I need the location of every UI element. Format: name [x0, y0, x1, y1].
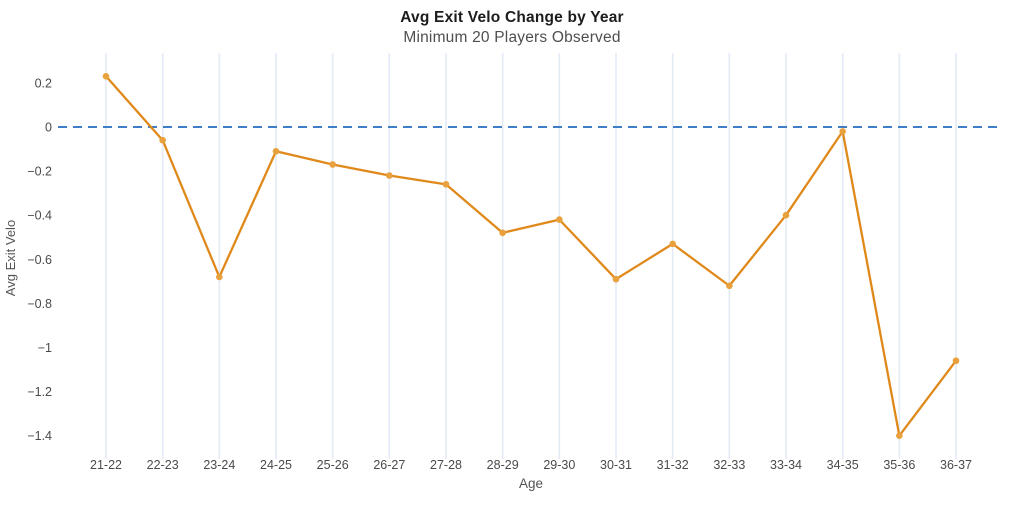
data-point-marker [952, 357, 960, 365]
x-tick-label: 36-37 [940, 458, 972, 472]
data-point-marker [782, 211, 790, 219]
data-point-marker [556, 216, 563, 223]
y-tick-label: 0.2 [35, 76, 52, 90]
data-point-marker [216, 273, 223, 281]
chart-title: Avg Exit Velo Change by Year [400, 9, 624, 26]
x-tick-label: 23-24 [203, 458, 235, 472]
x-tick-label: 30-31 [600, 458, 632, 472]
x-tick-label: 28-29 [487, 458, 519, 472]
x-tick-label: 21-22 [90, 458, 122, 472]
data-point-marker [102, 72, 110, 80]
data-point-marker [839, 128, 846, 135]
data-point-marker [612, 275, 620, 283]
y-tick-label: −0.8 [27, 297, 52, 311]
x-tick-label: 31-32 [657, 458, 689, 472]
data-point-marker [896, 432, 903, 440]
y-axis-title: Avg Exit Velo [3, 220, 18, 296]
x-tick-label: 24-25 [260, 458, 292, 472]
x-tick-label: 25-26 [317, 458, 349, 472]
y-tick-label: −0.6 [27, 253, 52, 267]
series-line [104, 75, 958, 437]
data-point-marker [386, 172, 393, 179]
y-tick-label: −0.2 [27, 165, 52, 179]
x-tick-label: 29-30 [543, 458, 575, 472]
x-tick-label: 34-35 [827, 458, 859, 472]
x-tick-label: 32-33 [713, 458, 745, 472]
data-point-marker [159, 136, 166, 144]
data-point-marker [669, 240, 676, 248]
x-tick-label: 27-28 [430, 458, 462, 472]
data-point-marker [726, 282, 733, 290]
x-tick-label: 33-34 [770, 458, 802, 472]
y-tick-label: −1.4 [27, 429, 52, 443]
data-point-marker [499, 229, 506, 237]
data-point-marker [442, 181, 450, 188]
x-tick-label: 26-27 [373, 458, 405, 472]
y-tick-label: 0 [45, 121, 52, 135]
x-tick-label: 35-36 [883, 458, 915, 472]
data-point-marker [272, 147, 280, 155]
x-axis-title: Age [519, 476, 543, 491]
y-tick-label: −1.2 [27, 385, 52, 399]
data-point-marker [329, 161, 336, 168]
y-tick-label: −1 [38, 341, 52, 355]
chart-subtitle: Minimum 20 Players Observed [403, 29, 621, 46]
y-tick-label: −0.4 [27, 209, 52, 223]
x-tick-label: 22-23 [147, 458, 179, 472]
